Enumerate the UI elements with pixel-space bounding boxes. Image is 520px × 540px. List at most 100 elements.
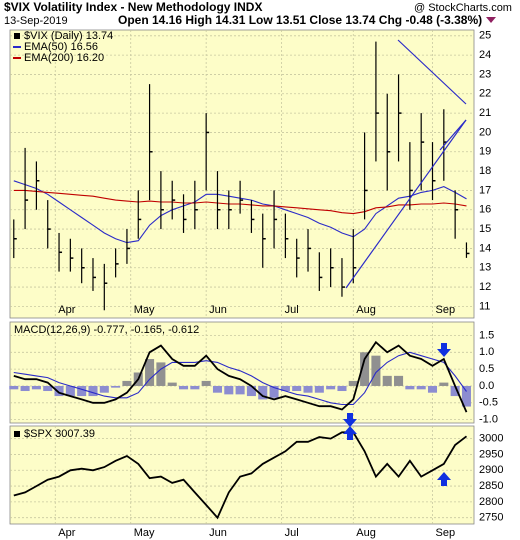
x-tick-label: Jun xyxy=(209,304,227,316)
y-tick-label: 17 xyxy=(479,184,491,196)
histogram-bar xyxy=(348,380,358,386)
quote: Open 14.16 High 14.31 Low 13.51 Close 13… xyxy=(118,13,482,27)
x-tick-label: Aug xyxy=(356,304,376,316)
histogram-bar xyxy=(20,385,30,392)
trend-line xyxy=(439,119,467,151)
arrow-annotation xyxy=(437,472,451,486)
histogram-bar xyxy=(212,385,223,393)
macd-line xyxy=(13,340,468,413)
y-tick-label: 2900 xyxy=(479,464,503,476)
histogram-bar xyxy=(360,352,370,386)
histogram-bar xyxy=(77,385,87,397)
panel-label: $SPX 3007.39 xyxy=(24,428,95,440)
histogram-bar xyxy=(122,380,132,386)
y-tick-label: 20 xyxy=(479,126,491,138)
histogram-bar xyxy=(337,385,347,392)
y-tick-label: 1.5 xyxy=(479,329,494,341)
histogram-bar xyxy=(65,385,75,397)
histogram-bar xyxy=(382,375,392,386)
panel xyxy=(9,321,475,424)
x-tick-label: May xyxy=(134,527,155,539)
y-tick-label: 12 xyxy=(479,281,491,293)
histogram-bar xyxy=(258,385,268,400)
histogram-bar xyxy=(156,362,166,386)
y-tick-label: 18 xyxy=(479,165,491,177)
dropdown-icon xyxy=(486,17,496,23)
x-tick-label: Apr xyxy=(58,527,75,539)
histogram-bar xyxy=(224,385,234,395)
histogram-bar xyxy=(88,385,98,397)
arrow-annotation xyxy=(343,426,357,440)
histogram-bar xyxy=(427,385,438,393)
histogram-bar xyxy=(179,385,189,390)
legend-label: EMA(50) 16.56 xyxy=(24,41,98,53)
legend-label: EMA(200) 16.20 xyxy=(24,52,104,64)
y-tick-label: 14 xyxy=(479,242,491,254)
histogram-bar xyxy=(9,385,19,390)
source: @ StockCharts.com xyxy=(414,2,512,14)
legend-swatch xyxy=(14,33,20,39)
histogram-bar xyxy=(303,385,313,393)
x-tick-label: Jun xyxy=(209,527,227,539)
y-tick-label: 21 xyxy=(479,107,491,119)
y-tick-label: 24 xyxy=(479,49,491,61)
y-tick-label: -0.5 xyxy=(479,397,498,409)
histogram-bar xyxy=(450,385,460,397)
y-tick-label: 16 xyxy=(479,204,491,216)
histogram-bar xyxy=(416,385,426,390)
y-tick-label: 1.0 xyxy=(479,346,494,358)
arrow-annotation xyxy=(343,413,357,427)
x-tick-label: Jul xyxy=(285,527,299,539)
histogram-bar xyxy=(31,385,41,390)
y-tick-label: 19 xyxy=(479,146,491,158)
histogram-bar xyxy=(394,375,404,386)
date: 13-Sep-2019 xyxy=(4,15,68,27)
signal-line xyxy=(13,351,467,406)
histogram-bar xyxy=(99,385,109,393)
y-tick-label: 2750 xyxy=(479,512,503,524)
trend-line xyxy=(397,39,467,105)
histogram-bar xyxy=(190,385,200,390)
histogram-bar xyxy=(314,385,324,393)
histogram-bar xyxy=(280,385,290,392)
trend-line xyxy=(345,119,467,289)
legend-label: $VIX (Daily) 13.74 xyxy=(24,30,113,42)
y-tick-label: 2950 xyxy=(479,448,503,460)
panel xyxy=(9,29,475,319)
histogram-bar xyxy=(439,382,449,386)
histogram-bar xyxy=(326,385,336,390)
price-line xyxy=(13,431,468,520)
y-tick-label: 22 xyxy=(479,88,491,100)
x-tick-label: Aug xyxy=(356,527,376,539)
y-tick-label: 2800 xyxy=(479,496,503,508)
x-tick-label: Sep xyxy=(436,304,456,316)
legend-swatch xyxy=(14,431,20,437)
chart-title: $VIX Volatility Index - New Methodology … xyxy=(4,0,262,14)
arrow-annotation xyxy=(437,343,451,357)
histogram-bar xyxy=(405,385,415,390)
histogram-bar xyxy=(54,385,64,397)
histogram-bar xyxy=(371,355,381,386)
y-tick-label: 11 xyxy=(479,300,490,312)
histogram-bar xyxy=(246,385,256,397)
y-tick-label: 0.5 xyxy=(479,363,494,375)
y-tick-label: 0.0 xyxy=(479,380,494,392)
y-tick-label: 2850 xyxy=(479,480,503,492)
x-tick-label: Apr xyxy=(58,304,75,316)
histogram-bar xyxy=(145,359,155,386)
histogram-bar xyxy=(167,382,177,386)
histogram-bar xyxy=(269,385,279,398)
y-tick-label: 23 xyxy=(479,68,491,80)
histogram-bar xyxy=(235,385,245,395)
panel xyxy=(9,425,475,525)
histogram-bar xyxy=(201,380,211,386)
x-tick-label: May xyxy=(134,304,155,316)
y-tick-label: 13 xyxy=(479,262,491,274)
x-tick-label: Jul xyxy=(285,304,299,316)
histogram-bar xyxy=(43,385,53,392)
y-tick-label: 3000 xyxy=(479,433,503,445)
x-tick-label: Sep xyxy=(436,527,456,539)
y-tick-label: 25 xyxy=(479,30,491,42)
panel-label: MACD(12,26,9) -0.777, -0.165, -0.612 xyxy=(14,324,199,336)
